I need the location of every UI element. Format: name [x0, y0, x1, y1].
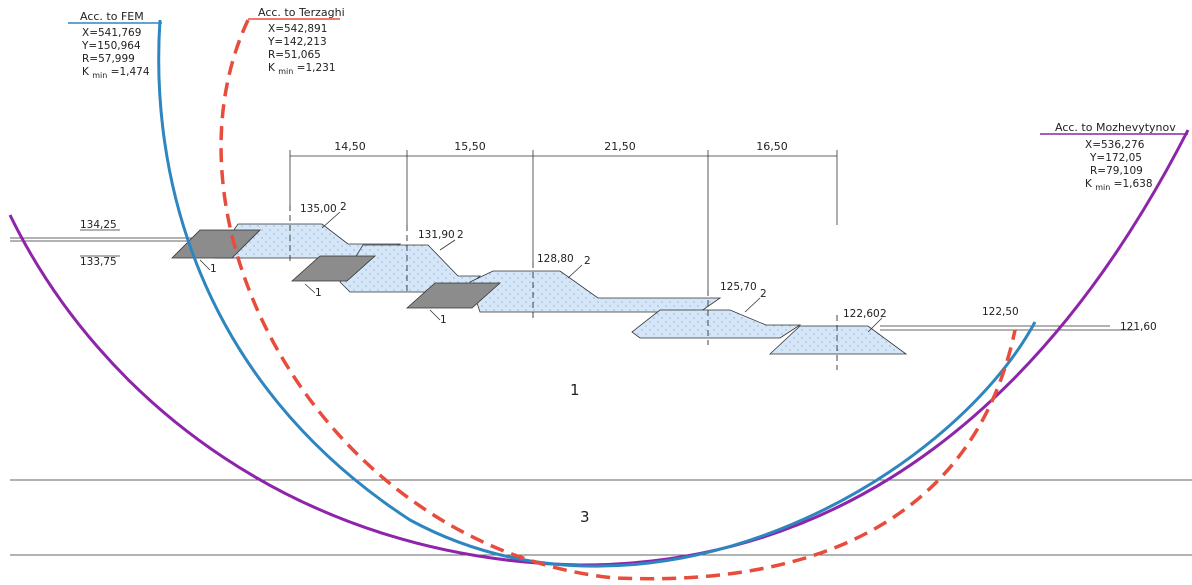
- terzaghi-label-block: Acc. to Terzaghi X=542,891 Y=142,213 R=5…: [248, 6, 345, 77]
- rock-block-3: [405, 282, 502, 309]
- callout-leader-1b: [304, 283, 316, 294]
- callout-1a: 1: [210, 263, 217, 275]
- mozhevytynov-r-value: R=79,109: [1090, 165, 1143, 177]
- fem-label-block: Acc. to FEM X=541,769 Y=150,964 R=57,999…: [68, 10, 162, 81]
- callout-2a: 2: [340, 201, 347, 213]
- fem-r-value: R=57,999: [82, 53, 135, 65]
- callout-leader-2a: [321, 211, 341, 229]
- mozhevytynov-k-number: =1,638: [1114, 178, 1153, 190]
- terzaghi-title: Acc. to Terzaghi: [258, 6, 345, 19]
- callout-leader-2b: [439, 239, 456, 251]
- embankment-4: [631, 309, 802, 339]
- fem-x-value: X=541,769: [82, 27, 141, 39]
- terzaghi-r-value: R=51,065: [268, 49, 321, 61]
- mozhevytynov-label-block: Acc. to Mozhevytynov X=536,276 Y=172,05 …: [1040, 121, 1188, 193]
- rock-block-1: [171, 229, 261, 259]
- callout-1c: 1: [440, 314, 447, 326]
- callout-2e: 2: [880, 308, 887, 320]
- callout-leader-2c: [567, 264, 583, 279]
- dimension-label-1: 14,50: [334, 140, 366, 153]
- mozhevytynov-k-prefix: K: [1085, 178, 1093, 190]
- callout-2b: 2: [457, 229, 464, 241]
- fem-title: Acc. to FEM: [80, 10, 144, 23]
- mozhevytynov-y-value: Y=172,05: [1089, 152, 1142, 164]
- elevation-label-121-60: 121,60: [1120, 321, 1157, 333]
- mozhevytynov-k-sub: min: [1095, 183, 1110, 192]
- slip-arc-terzaghi: [219, 19, 1017, 581]
- mozhevytynov-x-value: X=536,276: [1085, 139, 1145, 151]
- dimension-label-3: 21,50: [604, 140, 636, 153]
- mozhevytynov-k-value: K min =1,638: [1085, 178, 1153, 193]
- rock-block-2: [290, 255, 377, 282]
- dimension-label-2: 15,50: [454, 140, 486, 153]
- elevation-label-125-70: 125,70: [720, 281, 757, 293]
- elevation-label-122-50: 122,50: [982, 306, 1019, 318]
- callout-1b: 1: [315, 287, 322, 299]
- embankment-3: [469, 270, 722, 313]
- callout-leader-1a: [199, 259, 211, 271]
- fem-y-value: Y=150,964: [81, 40, 141, 52]
- terzaghi-k-number: =1,231: [297, 62, 336, 74]
- elevation-label-122-60: 122,60: [843, 308, 880, 320]
- elevation-label-134-25: 134,25: [80, 219, 117, 231]
- callout-leader-1c: [429, 309, 441, 321]
- callout-2c: 2: [584, 255, 591, 267]
- terzaghi-k-prefix: K: [268, 62, 276, 74]
- callout-2d: 2: [760, 288, 767, 300]
- elevation-label-135-00: 135,00: [300, 203, 337, 215]
- zone-label-3: 3: [580, 508, 590, 526]
- fem-k-number: =1,474: [111, 66, 150, 78]
- elevation-label-133-75: 133,75: [80, 256, 117, 268]
- fem-k-value: K min =1,474: [82, 66, 150, 81]
- terzaghi-k-value: K min =1,231: [268, 62, 336, 77]
- mozhevytynov-title: Acc. to Mozhevytynov: [1055, 121, 1176, 134]
- elevation-label-128-80: 128,80: [537, 253, 574, 265]
- slip-arc-fem: [157, 19, 1037, 568]
- zone-label-1: 1: [570, 381, 580, 399]
- terzaghi-y-value: Y=142,213: [267, 36, 327, 48]
- embankment-5: [768, 325, 908, 355]
- callout-leader-2d: [744, 297, 761, 313]
- fem-k-prefix: K: [82, 66, 90, 78]
- terzaghi-k-sub: min: [278, 67, 293, 76]
- embankment-2: [339, 244, 482, 293]
- fem-k-sub: min: [92, 71, 107, 80]
- dimension-label-4: 16,50: [756, 140, 788, 153]
- terzaghi-x-value: X=542,891: [268, 23, 327, 35]
- elevation-label-131-90: 131,90: [418, 229, 455, 241]
- callout-leader-2e: [867, 317, 883, 333]
